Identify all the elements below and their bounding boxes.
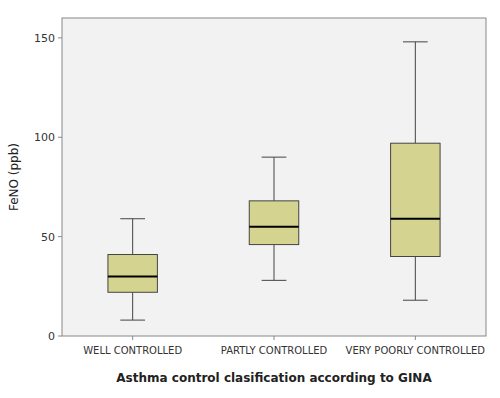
plot-background (62, 18, 486, 336)
y-tick (58, 336, 62, 337)
y-tick-label: 0 (48, 330, 55, 343)
y-tick-label: 100 (34, 131, 55, 144)
whisker-low (274, 245, 275, 281)
cap-low (120, 320, 145, 321)
chart: 0 50 100 150 WELL CONTROLLED PARTLY CONTROLLE… (0, 0, 500, 398)
whisker-high (415, 42, 416, 143)
median (249, 226, 298, 228)
cap-high (120, 218, 145, 219)
whisker-low (415, 257, 416, 301)
whisker-high (274, 157, 275, 201)
cap-low (262, 280, 287, 281)
y-axis-label: FeNO (ppb) (7, 143, 21, 211)
x-tick-label: VERY POORLY CONTROLLED (346, 345, 486, 356)
cap-high (262, 157, 287, 158)
y-tick-label: 150 (34, 32, 55, 45)
median (391, 218, 440, 220)
whisker-low (132, 292, 133, 320)
x-tick (274, 336, 275, 340)
x-tick-label: WELL CONTROLLED (83, 345, 182, 356)
whisker-high (132, 219, 133, 255)
x-tick (132, 336, 133, 340)
plot-frame (62, 18, 486, 336)
box (108, 255, 157, 293)
marks (108, 42, 440, 320)
y-tick (58, 236, 62, 237)
y-tick (58, 137, 62, 138)
cap-high (403, 41, 428, 42)
x-tick-label: PARTLY CONTROLLED (221, 345, 328, 356)
cap-low (403, 300, 428, 301)
y-tick (58, 37, 62, 38)
chart-container: 0 50 100 150 WELL CONTROLLED PARTLY CONTROLLE… (0, 0, 500, 398)
box (391, 143, 440, 256)
x-axis-label: Asthma control clasification according t… (116, 371, 432, 385)
y-tick-label: 50 (41, 231, 55, 244)
x-tick (415, 336, 416, 340)
median (108, 275, 157, 277)
box (249, 201, 298, 245)
